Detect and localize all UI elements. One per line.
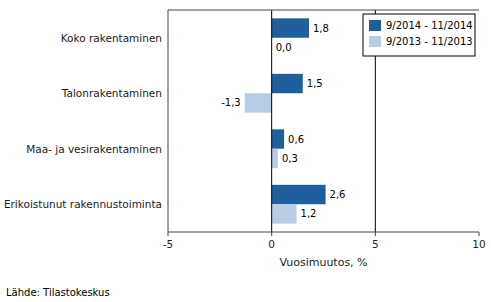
x-tick-label: 0 — [268, 238, 275, 250]
data-label: 1,5 — [307, 78, 323, 89]
x-tick-label: 10 — [472, 238, 485, 250]
x-tick — [375, 232, 376, 236]
legend-swatch — [369, 36, 381, 47]
y-tick-label: Koko rakentaminen — [61, 32, 162, 44]
data-label: 0,6 — [288, 134, 304, 145]
x-tick — [271, 232, 272, 236]
legend: 9/2014 - 11/2014 9/2013 - 11/2013 — [363, 14, 475, 56]
x-axis-label: Vuosimuutos, % — [279, 256, 367, 269]
legend-label: 9/2013 - 11/2013 — [386, 36, 473, 47]
data-label: 1,8 — [313, 23, 329, 34]
bar — [272, 129, 284, 148]
x-tick-label: -5 — [163, 238, 173, 250]
x-axis-line — [168, 232, 479, 233]
legend-label: 9/2014 - 11/2014 — [386, 20, 473, 31]
y-tick-label: Erikoistunut rakennustoiminta — [4, 198, 162, 210]
bar — [272, 18, 309, 37]
legend-frame — [363, 14, 475, 56]
bar — [245, 93, 272, 112]
data-label: 0,0 — [276, 42, 292, 53]
bar — [272, 149, 278, 168]
data-label: 2,6 — [330, 189, 346, 200]
y-axis-line — [168, 10, 169, 232]
data-label: 1,2 — [301, 208, 317, 219]
bar — [272, 204, 297, 223]
x-tick — [479, 232, 480, 236]
chart-svg: -5 0 5 10 2,6 0,6 1,5 1,8 1,2 0,3 -1,3 0,0 Erikoistu… — [0, 0, 491, 302]
bar — [272, 74, 303, 93]
bars — [245, 18, 326, 223]
footnote: Lähde: Tilastokeskus — [6, 287, 110, 298]
y-tick-label: Talonrakentaminen — [61, 87, 162, 99]
data-label: 0,3 — [282, 153, 298, 164]
bar — [272, 185, 326, 204]
x-tick-label: 5 — [372, 238, 379, 250]
top-frame-line — [168, 10, 479, 11]
x-tick — [168, 232, 169, 236]
chart-container: -5 0 5 10 2,6 0,6 1,5 1,8 1,2 0,3 -1,3 0,0 Erikoistu… — [0, 0, 491, 302]
data-label: -1,3 — [221, 97, 241, 108]
y-tick-label: Maa- ja vesirakentaminen — [26, 143, 162, 155]
legend-swatch — [369, 20, 381, 31]
reference-line — [271, 10, 272, 232]
